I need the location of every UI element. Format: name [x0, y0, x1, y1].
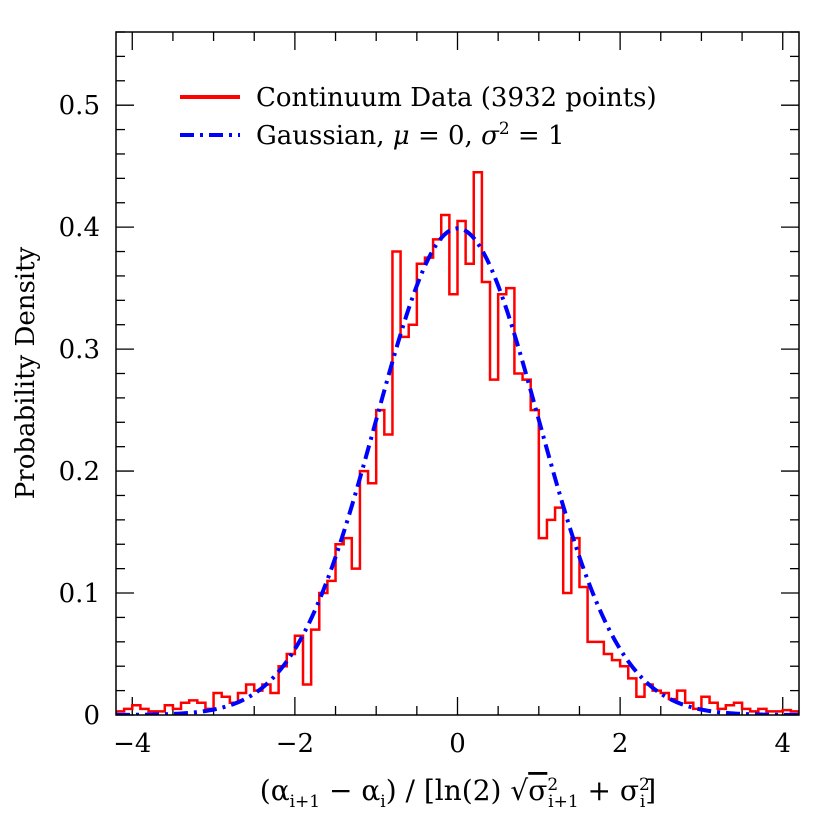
plot-frame — [115, 31, 800, 716]
y-tick-label: 0.5 — [59, 91, 100, 121]
y-tick-label: 0.2 — [59, 457, 100, 487]
legend-label-data: Continuum Data (3932 points) — [256, 83, 657, 113]
y-axis-title: Probability Density — [11, 246, 41, 499]
x-tick-label: 4 — [774, 729, 791, 759]
y-tick-label: 0 — [83, 701, 100, 731]
legend-label-gaussian: Gaussian, μ = 0, σ2 = 1 — [256, 119, 565, 151]
x-tick-label: 0 — [449, 729, 466, 759]
x-tick-label: −4 — [113, 729, 151, 759]
gaussian-curve — [116, 226, 799, 715]
y-tick-label: 0.4 — [59, 213, 100, 243]
axis-tick-labels: −4 −2 0 2 4 0 0.1 0.2 0.3 0.4 0.5 — [59, 91, 791, 759]
y-tick-label: 0.3 — [59, 335, 100, 365]
data-histogram — [116, 171, 799, 715]
legend: Continuum Data (3932 points) Gaussian, μ… — [180, 83, 657, 151]
x-tick-label: −2 — [276, 729, 314, 759]
axis-ticks — [116, 31, 799, 716]
x-tick-label: 2 — [612, 729, 629, 759]
y-tick-label: 0.1 — [59, 579, 100, 609]
x-axis-title: (αi+1 − αi) / [ln(2) √σ2 i+1 + σ2 i] — [260, 774, 656, 812]
